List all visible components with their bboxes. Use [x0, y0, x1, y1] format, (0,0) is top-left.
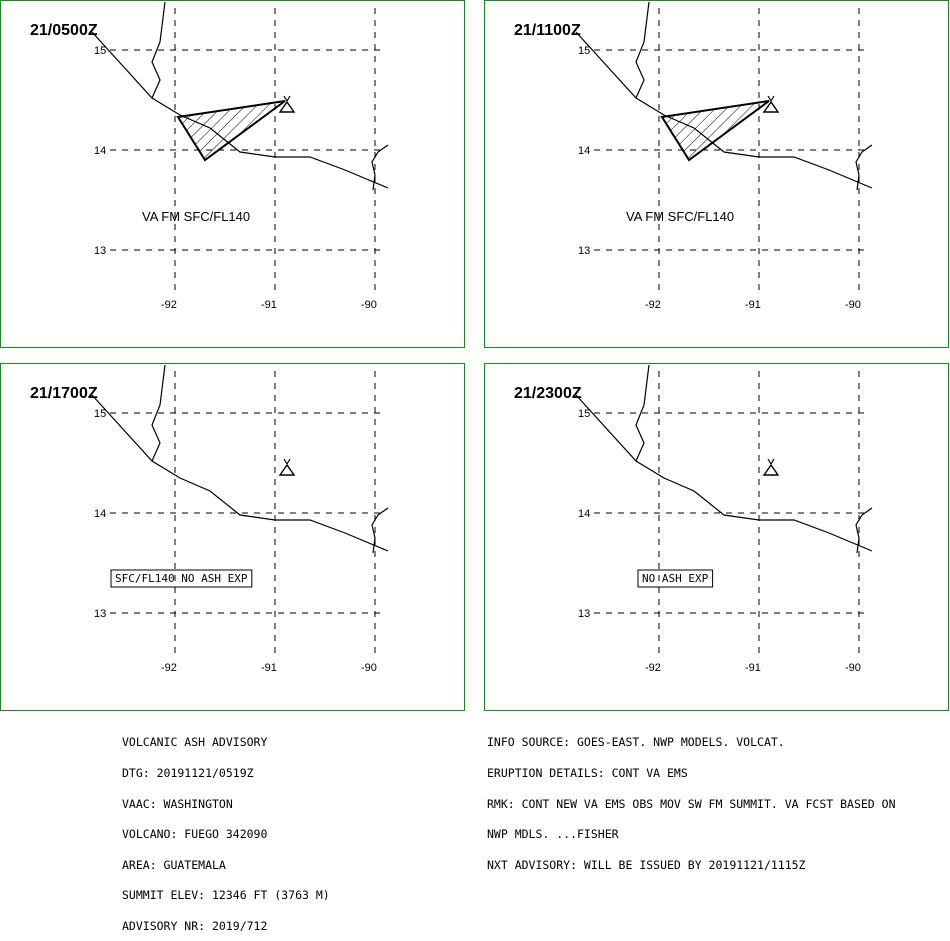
- ash-level-label: NO ASH EXP: [642, 572, 709, 585]
- advisory-info-left: VOLCANIC ASH ADVISORY DTG: 20191121/0519…: [122, 717, 330, 941]
- longitude-label: -91: [745, 299, 761, 311]
- coastline: [91, 394, 389, 552]
- advisory-info-right: INFO SOURCE: GOES-EAST. NWP MODELS. VOLC…: [487, 717, 896, 880]
- forecast-time-label: 21/1100Z: [514, 22, 581, 39]
- ash-level-label: VA FM SFC/FL140: [626, 209, 734, 224]
- panel-frame: [0, 363, 465, 711]
- latitude-label: 13: [578, 245, 590, 257]
- longitude-label: -90: [361, 662, 377, 674]
- map-svg: 15 14 13 -92 -91 -90 21/2300Z NO ASH EXP: [484, 363, 949, 711]
- longitude-label: -92: [161, 299, 177, 311]
- advisory-dtg: DTG: 20191121/0519Z: [122, 766, 254, 780]
- longitude-label: -91: [745, 662, 761, 674]
- latitude-label: 14: [94, 145, 106, 157]
- latitude-label: 15: [94, 408, 106, 420]
- advisory-eruption-details: ERUPTION DETAILS: CONT VA EMS: [487, 766, 688, 780]
- panel-frame: [484, 0, 949, 348]
- longitude-label: -91: [261, 662, 277, 674]
- map-panel: 15 14 13 -92 -91 -90 21/2300Z NO ASH EXP: [484, 363, 949, 711]
- panel-frame: [484, 363, 949, 711]
- longitude-label: -91: [261, 299, 277, 311]
- map-svg: 15 14 13 -92 -91 -90 21/0500Z VA FM SFC/FL140: [0, 0, 465, 348]
- longitude-label: -90: [361, 299, 377, 311]
- advisory-area: AREA: GUATEMALA: [122, 857, 226, 872]
- latitude-label: 13: [578, 608, 590, 620]
- advisory-summit-elev: SUMMIT ELEV: 12346 FT (3763 M): [122, 888, 330, 903]
- ash-level-label: VA FM SFC/FL140: [142, 209, 250, 224]
- longitude-label: -92: [161, 662, 177, 674]
- latitude-label: 15: [578, 45, 590, 57]
- ash-cloud-polygon: [176, 100, 286, 162]
- map-panel: 15 14 13 -92 -91 -90 21/0500Z VA FM SFC/FL140: [0, 0, 465, 348]
- coastline: [371, 144, 389, 191]
- ash-cloud-polygon: [660, 100, 770, 162]
- latitude-label: 14: [578, 508, 590, 520]
- forecast-time-label: 21/0500Z: [30, 22, 98, 39]
- latitude-label: 15: [94, 45, 106, 57]
- coastline: [151, 1, 166, 99]
- latitude-label: 14: [578, 145, 590, 157]
- volcano-icon: [762, 95, 780, 113]
- volcano-icon: [762, 458, 780, 476]
- coastline: [151, 364, 166, 462]
- coastline: [635, 1, 650, 99]
- advisory-remarks: RMK: CONT NEW VA EMS OBS MOV SW FM SUMMI…: [487, 796, 896, 811]
- advisory-next: NXT ADVISORY: WILL BE ISSUED BY 20191121…: [487, 857, 806, 872]
- advisory-volcano: VOLCANO: FUEGO 342090: [122, 827, 268, 842]
- coastline: [575, 394, 873, 552]
- ash-level-label-box: [637, 569, 714, 588]
- map-svg: 15 14 13 -92 -91 -90 21/1100Z VA FM SFC/FL140: [484, 0, 949, 348]
- latitude-label: 14: [94, 508, 106, 520]
- advisory-vaac: VAAC: WASHINGTON: [122, 796, 233, 811]
- latitude-label: 13: [94, 245, 106, 257]
- longitude-label: -92: [645, 299, 661, 311]
- longitude-label: -90: [845, 662, 861, 674]
- coastline: [371, 507, 389, 554]
- longitude-label: -90: [845, 299, 861, 311]
- coastline: [91, 31, 389, 189]
- coastline: [855, 507, 873, 554]
- advisory-number: ADVISORY NR: 2019/712: [122, 918, 268, 933]
- latitude-label: 13: [94, 608, 106, 620]
- map-svg: 15 14 13 -92 -91 -90 21/1700Z SFC/FL140 NO ASH …: [0, 363, 465, 711]
- latitude-label: 15: [578, 408, 590, 420]
- ash-level-label-box: [110, 569, 253, 588]
- advisory-title: VOLCANIC ASH ADVISORY: [122, 735, 268, 750]
- longitude-label: -92: [645, 662, 661, 674]
- volcano-icon: [278, 95, 296, 113]
- panel-frame: [0, 0, 465, 348]
- map-panel: 15 14 13 -92 -91 -90 21/1100Z VA FM SFC/FL140: [484, 0, 949, 348]
- advisory-remarks-cont: NWP MDLS. ...FISHER: [487, 827, 619, 842]
- map-panel: 15 14 13 -92 -91 -90 21/1700Z SFC/FL140 NO ASH …: [0, 363, 465, 711]
- ash-level-label: SFC/FL140 NO ASH EXP: [115, 572, 248, 585]
- coastline: [635, 364, 650, 462]
- forecast-time-label: 21/2300Z: [514, 385, 582, 402]
- forecast-time-label: 21/1700Z: [30, 385, 98, 402]
- advisory-info-source: INFO SOURCE: GOES-EAST. NWP MODELS. VOLC…: [487, 735, 785, 750]
- coastline: [855, 144, 873, 191]
- volcano-icon: [278, 458, 296, 476]
- coastline: [575, 31, 873, 189]
